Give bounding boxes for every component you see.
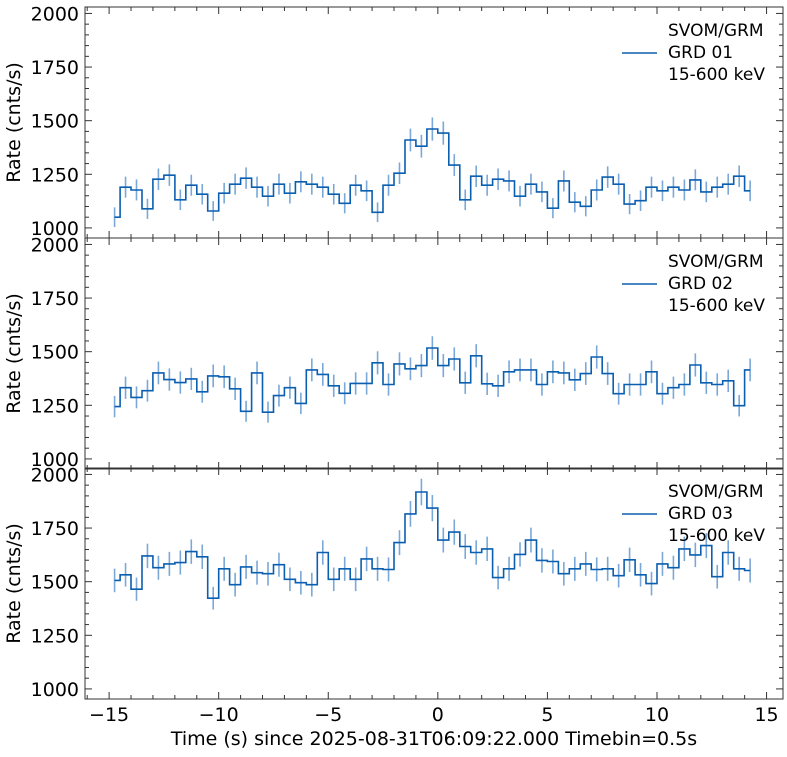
legend-text: 15-600 keV [668,296,765,316]
x-tick-label: 5 [541,704,553,726]
legend-text: 15-600 keV [668,526,765,546]
y-axis-label: Rate (cnts/s) [3,293,25,414]
rate-step-line [114,128,751,218]
x-tick-label: −5 [314,704,342,726]
y-tick-label: 2000 [31,3,79,25]
rate-step-line [114,347,751,413]
x-tick-label: −10 [199,704,239,726]
legend-text: SVOM/GRM [668,482,764,502]
y-tick-label: 1250 [31,395,79,417]
y-tick-label: 1000 [31,449,79,471]
y-tick-label: 2000 [31,464,79,486]
panel-1: 1000 1250 1500 1750 2000 Rate (cnts/s) SVOM/GR… [3,3,784,240]
x-tick-label: 0 [432,704,444,726]
y-tick-label: 1750 [31,288,79,310]
x-tick-label: 15 [754,704,778,726]
y-tick-label: 1500 [31,572,79,594]
rate-step-line [114,491,751,599]
legend-text: SVOM/GRM [668,21,764,41]
y-axis-label: Rate (cnts/s) [3,523,25,644]
axes-frame [84,467,784,700]
y-axis-label: Rate (cnts/s) [3,62,25,183]
x-tick-label: −15 [89,704,129,726]
y-tick-label: 1000 [31,679,79,701]
legend-text: GRD 02 [668,274,733,294]
legend-text: GRD 01 [668,43,733,63]
y-tick-label: 1500 [31,111,79,133]
axes-frame [84,237,784,470]
y-tick-label: 1250 [31,164,79,186]
legend-text: 15-600 keV [668,65,765,85]
panel-3: 1000 1250 1500 1750 2000 −15 −10 −5 0 5 10 15 Rate (… [3,464,784,726]
y-tick-label: 1750 [31,57,79,79]
y-tick-label: 1750 [31,518,79,540]
x-axis-label: Time (s) since 2025-08-31T06:09:22.000 T… [170,728,697,750]
y-tick-label: 1250 [31,625,79,647]
panel-2: 1000 1250 1500 1750 2000 Rate (cnts/s) SVOM/GR… [3,234,784,471]
y-tick-label: 2000 [31,234,79,256]
y-tick-label: 1000 [31,218,79,240]
legend-text: GRD 03 [668,504,733,524]
axes-frame [84,6,784,239]
legend-text: SVOM/GRM [668,252,764,272]
x-tick-label: 10 [645,704,669,726]
y-tick-label: 1500 [31,342,79,364]
